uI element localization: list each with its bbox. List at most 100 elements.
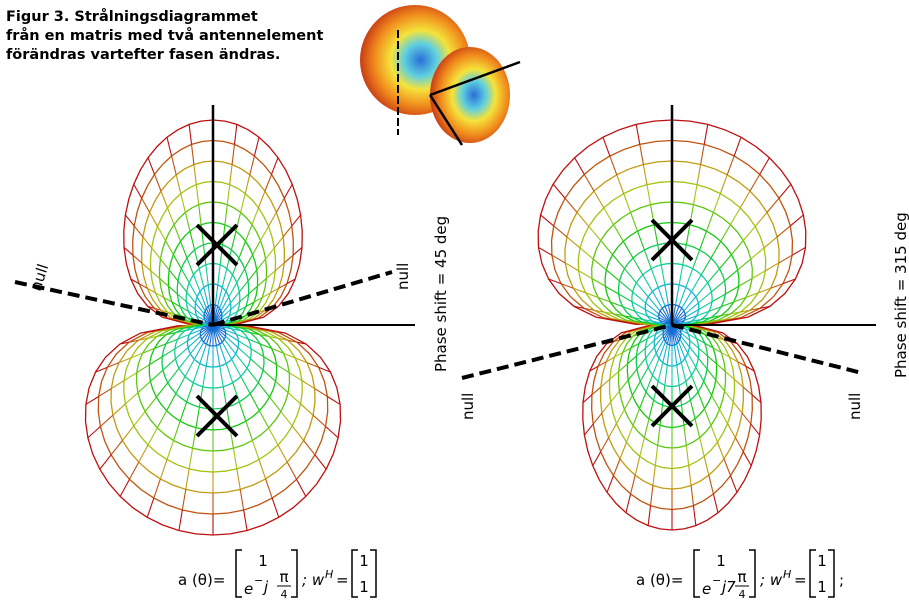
mesh-spoke	[236, 212, 241, 231]
phase-label: Phase shift = 315 deg	[892, 212, 909, 378]
mesh-spoke	[631, 475, 636, 494]
mesh-spoke	[195, 303, 204, 314]
mesh-spoke	[263, 370, 276, 381]
mesh-spoke	[245, 175, 250, 194]
mesh-spoke	[680, 339, 688, 353]
mesh-spoke	[261, 226, 269, 240]
mesh-spoke	[685, 358, 691, 375]
null-label: null	[394, 263, 412, 290]
mesh-spoke	[185, 212, 190, 231]
mesh-spoke	[611, 391, 620, 402]
mesh-spoke	[704, 124, 708, 144]
mesh-spoke	[173, 255, 181, 269]
caption-line: Figur 3. Strålningsdiagrammet	[6, 8, 258, 25]
mesh-spoke	[656, 339, 664, 353]
mesh-spoke	[100, 455, 111, 469]
mesh-spoke	[125, 215, 134, 226]
mesh-spoke	[665, 365, 667, 385]
mesh-spoke	[113, 404, 126, 415]
mesh-spoke	[288, 393, 301, 404]
mesh-spoke	[181, 269, 189, 283]
mesh-spoke	[138, 381, 151, 392]
mesh-spoke	[181, 241, 187, 258]
formula-part: 4	[739, 588, 746, 599]
mesh-spoke	[790, 215, 803, 226]
mesh-spoke	[266, 479, 273, 498]
mesh-spoke	[779, 184, 791, 198]
mesh-spoke	[189, 124, 191, 144]
mesh-spoke	[567, 237, 580, 248]
lobe	[583, 325, 761, 530]
mesh-spoke	[258, 191, 264, 208]
mesh-spoke	[160, 460, 167, 479]
mesh-spoke	[258, 383, 269, 397]
mesh-spoke	[186, 469, 189, 490]
mesh-spoke	[274, 237, 283, 248]
mesh-spoke	[720, 175, 727, 194]
mesh-spoke	[609, 424, 617, 438]
mesh-spoke	[134, 412, 145, 426]
mesh-spoke	[150, 370, 163, 381]
mesh-spoke	[764, 237, 777, 248]
mesh-spoke	[653, 358, 659, 375]
mesh-spoke	[301, 404, 314, 415]
mesh-spoke	[157, 411, 166, 428]
mesh-spoke	[163, 359, 176, 370]
mesh-spoke	[717, 442, 723, 459]
mesh-spoke	[584, 424, 593, 435]
mesh-spoke	[689, 465, 691, 485]
mesh-spoke	[168, 368, 179, 382]
mesh-spoke	[269, 428, 278, 445]
mesh-spoke	[698, 358, 707, 369]
mesh-spoke	[646, 303, 659, 314]
mesh-spoke	[265, 174, 271, 191]
mesh-spoke	[245, 255, 253, 269]
mesh-spoke	[240, 489, 243, 510]
phase-label: Phase shift = 45 deg	[432, 216, 450, 372]
mesh-spoke	[614, 459, 620, 476]
mesh-spoke	[292, 215, 301, 226]
mesh-spoke	[577, 212, 589, 226]
mesh-spoke	[174, 421, 181, 440]
mesh-spoke	[627, 425, 633, 442]
mesh-spoke	[647, 185, 651, 205]
bracket	[828, 550, 834, 597]
mesh-spoke	[724, 459, 730, 476]
mesh-spoke	[613, 255, 625, 269]
mesh-spoke	[593, 452, 601, 466]
mesh-spoke	[232, 359, 241, 376]
mesh-spoke	[690, 347, 699, 358]
mesh-spoke	[628, 369, 637, 380]
mesh-spoke	[633, 409, 639, 426]
formula-part: 1	[258, 552, 268, 570]
mesh-spoke	[237, 469, 240, 490]
formula-part: 1	[359, 578, 369, 596]
mesh-spoke	[147, 498, 154, 517]
formula-part: =	[336, 571, 349, 589]
mesh-spoke	[152, 248, 161, 259]
mesh-spoke	[677, 365, 679, 385]
mesh-spoke	[246, 421, 253, 440]
mesh-spoke	[165, 241, 173, 255]
mesh-spoke	[684, 297, 696, 311]
mesh-spoke	[711, 241, 721, 258]
mesh-spoke	[691, 485, 693, 505]
mesh-spoke	[686, 445, 688, 465]
mesh-spoke	[619, 281, 632, 292]
null-label: null	[27, 262, 53, 294]
mesh-spoke	[640, 144, 644, 164]
mesh-spoke	[194, 275, 200, 292]
mesh-spoke	[701, 258, 711, 275]
mesh-spoke	[238, 348, 251, 359]
mesh-spoke	[734, 137, 741, 156]
bracket	[370, 550, 376, 597]
mesh-spoke	[649, 400, 654, 419]
mesh-spoke	[707, 212, 714, 231]
mesh-spoke	[189, 448, 192, 469]
mesh-spoke	[176, 175, 181, 194]
mesh-spoke	[158, 226, 166, 240]
mesh-spoke	[160, 259, 169, 270]
mesh-spoke	[233, 448, 236, 469]
mesh-spoke	[580, 248, 593, 259]
